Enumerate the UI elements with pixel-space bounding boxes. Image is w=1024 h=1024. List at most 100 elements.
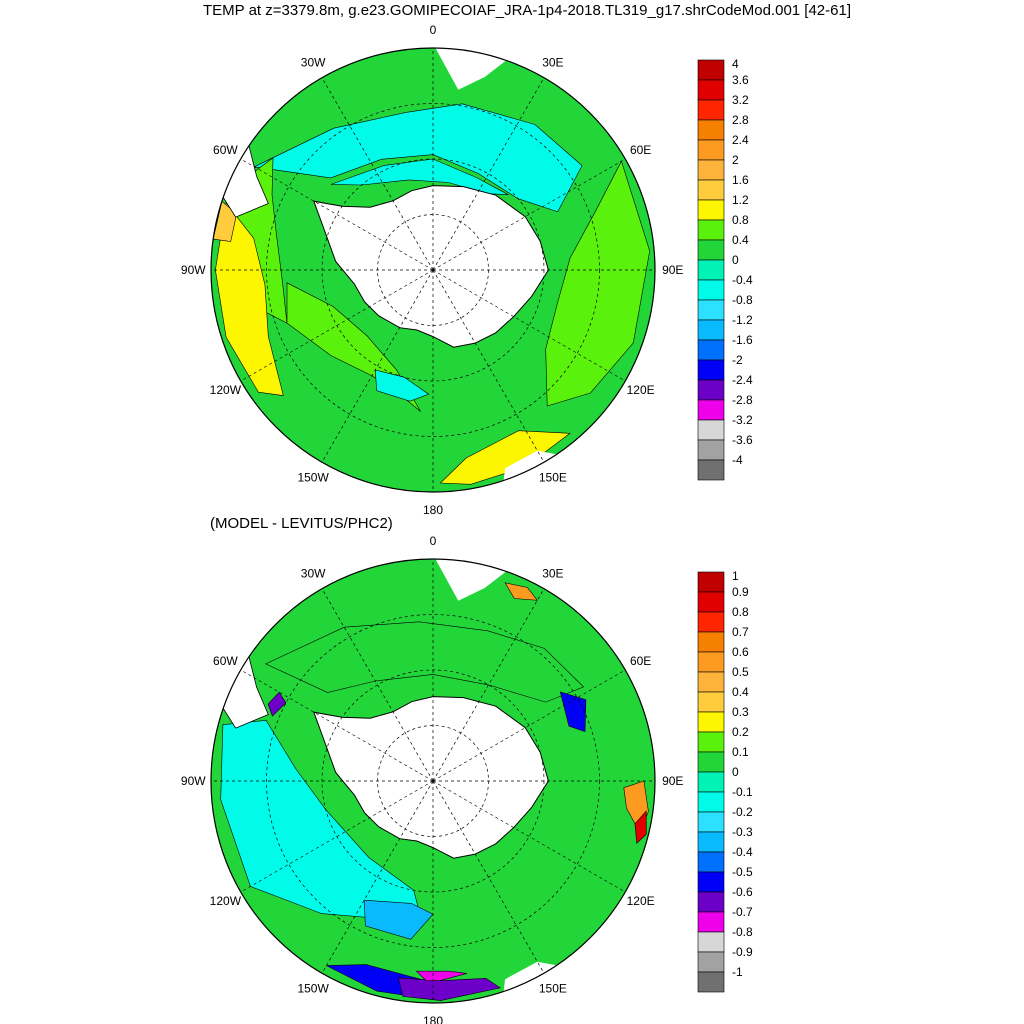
colorbar-tick-label: -0.8 [732, 293, 753, 307]
colorbar-swatch [697, 299, 725, 321]
colorbar-swatch [697, 691, 725, 713]
colorbar-tick-label: -0.7 [732, 905, 753, 919]
east-india-red [634, 810, 647, 844]
colorbar-tick-label: 0.4 [732, 685, 749, 699]
colorbar-tick-label: -0.1 [732, 785, 753, 799]
meridian-line [240, 780, 434, 893]
colorbar-tick-label: 0.2 [732, 725, 749, 739]
colorbar-tick-label: -0.4 [732, 273, 753, 287]
colorbar-tick-label: 0.1 [732, 745, 749, 759]
colorbar-tick-label: -0.9 [732, 945, 753, 959]
colorbar-tick-label: 0.7 [732, 625, 749, 639]
latitude-circle [266, 614, 600, 948]
colorbar-tick-label: -0.4 [732, 845, 753, 859]
colorbar-tick-label: 2.4 [732, 133, 749, 147]
meridian-line [432, 158, 626, 271]
colorbar-swatch [697, 751, 725, 773]
longitude-label-120w: 120W [210, 894, 242, 908]
colorbar-swatch [697, 59, 725, 81]
longitude-label-60w: 60W [213, 654, 238, 668]
colorbar-swatch [697, 259, 725, 281]
longitude-label-180: 180 [423, 1014, 443, 1024]
longitude-label-30e: 30E [542, 566, 563, 580]
meridian-line [321, 588, 434, 782]
colorbar-tick-label: 1.6 [732, 173, 749, 187]
colorbar-swatch [697, 359, 725, 381]
longitude-label-30e: 30E [542, 55, 563, 69]
australia-green-band [545, 160, 651, 407]
colorbar-swatch [697, 571, 725, 593]
colorbar-tick-label: 0.8 [732, 213, 749, 227]
colorbar-swatch [697, 611, 725, 633]
colorbar-tick-label: -3.2 [732, 413, 753, 427]
colorbar-swatch [697, 419, 725, 441]
latitude-circle [266, 103, 600, 437]
colorbar-swatch [697, 179, 725, 201]
colorbar-tick-label: 0.8 [732, 605, 749, 619]
colorbar-tick-label: -4 [732, 453, 743, 467]
meridian-line [432, 780, 626, 893]
colorbar-swatch [697, 319, 725, 341]
longitude-label-60w: 60W [213, 143, 238, 157]
colorbar-tick-label: 0.6 [732, 645, 749, 659]
colorbar-tick-label: 0.5 [732, 665, 749, 679]
meridian-line [321, 269, 434, 463]
colorbar-swatch [697, 459, 725, 481]
model-minus-levitus-map: 0 30E 60E 90E 120E 150E 180 150W 120W 90W 60W 30W 1 0… [181, 534, 753, 1024]
colorbar-swatch [697, 439, 725, 461]
meridian-line [432, 780, 545, 974]
atlantic-cold-water [253, 103, 583, 213]
colorbar-tick-label: -0.8 [732, 925, 753, 939]
colorbar-tick-label: 1.2 [732, 193, 749, 207]
colorbar-swatch [697, 851, 725, 873]
model-minus-levitus-map-colorbar: 1 0.9 0.8 0.7 0.6 0.5 0.4 0.3 0.2 0.1 0 -0.1 -0.2 -0.… [697, 569, 753, 993]
indian-blue-eddy [559, 691, 587, 733]
meridian-line [432, 669, 626, 782]
colorbar-swatch [697, 971, 725, 993]
colorbar-swatch [697, 279, 725, 301]
meridian-line [432, 269, 545, 463]
colorbar-swatch [697, 831, 725, 853]
tasman-magenta [415, 970, 467, 982]
longitude-label-90e: 90E [662, 263, 683, 277]
drake-red-blue [267, 691, 287, 717]
colorbar-swatch [697, 339, 725, 361]
longitude-label-150w: 150W [297, 982, 329, 996]
colorbar-swatch [697, 79, 725, 101]
pacific-cyan [220, 719, 422, 920]
colorbar-swatch [697, 631, 725, 653]
colorbar-tick-label: 3.6 [732, 73, 749, 87]
colorbar-swatch [697, 651, 725, 673]
map-border [210, 558, 656, 1004]
colorbar-tick-label: 2 [732, 153, 739, 167]
colorbar-tick-label: 0 [732, 765, 739, 779]
colorbar-tick-label: -1.6 [732, 333, 753, 347]
longitude-label-0: 0 [430, 23, 437, 37]
colorbar-swatch [697, 219, 725, 241]
colorbar-swatch [697, 931, 725, 953]
colorbar-tick-label: -1.2 [732, 313, 753, 327]
meridian-line [432, 588, 545, 782]
longitude-label-90e: 90E [662, 774, 683, 788]
agulhas-orange [504, 582, 538, 601]
colorbar-swatch [697, 671, 725, 693]
colorbar-swatch [697, 791, 725, 813]
colorbar-tick-label: 2.8 [732, 113, 749, 127]
figure-title: TEMP at z=3379.8m, g.e23.GOMIPECOIAF_JRA… [203, 2, 851, 19]
meridian-line [321, 77, 434, 271]
longitude-label-180: 180 [423, 503, 443, 517]
colorbar-swatch [697, 871, 725, 893]
ross-blue [363, 899, 434, 940]
colorbar-tick-label: -2.8 [732, 393, 753, 407]
longitude-label-90w: 90W [181, 774, 206, 788]
colorbar-swatch [697, 771, 725, 793]
colorbar-tick-label: 0.4 [732, 233, 749, 247]
colorbar-tick-label: -0.6 [732, 885, 753, 899]
meridian-line [321, 780, 434, 974]
meridian-line [240, 669, 434, 782]
map-border [210, 47, 656, 493]
colorbar-swatch [697, 239, 725, 261]
colorbar-tick-label: 0 [732, 253, 739, 267]
model-temperature-map: 0 30E 60E 90E 120E 150E 180 150W 120W 90W 60W 30W 4 3… [181, 23, 753, 517]
colorbar-tick-label: -0.3 [732, 825, 753, 839]
